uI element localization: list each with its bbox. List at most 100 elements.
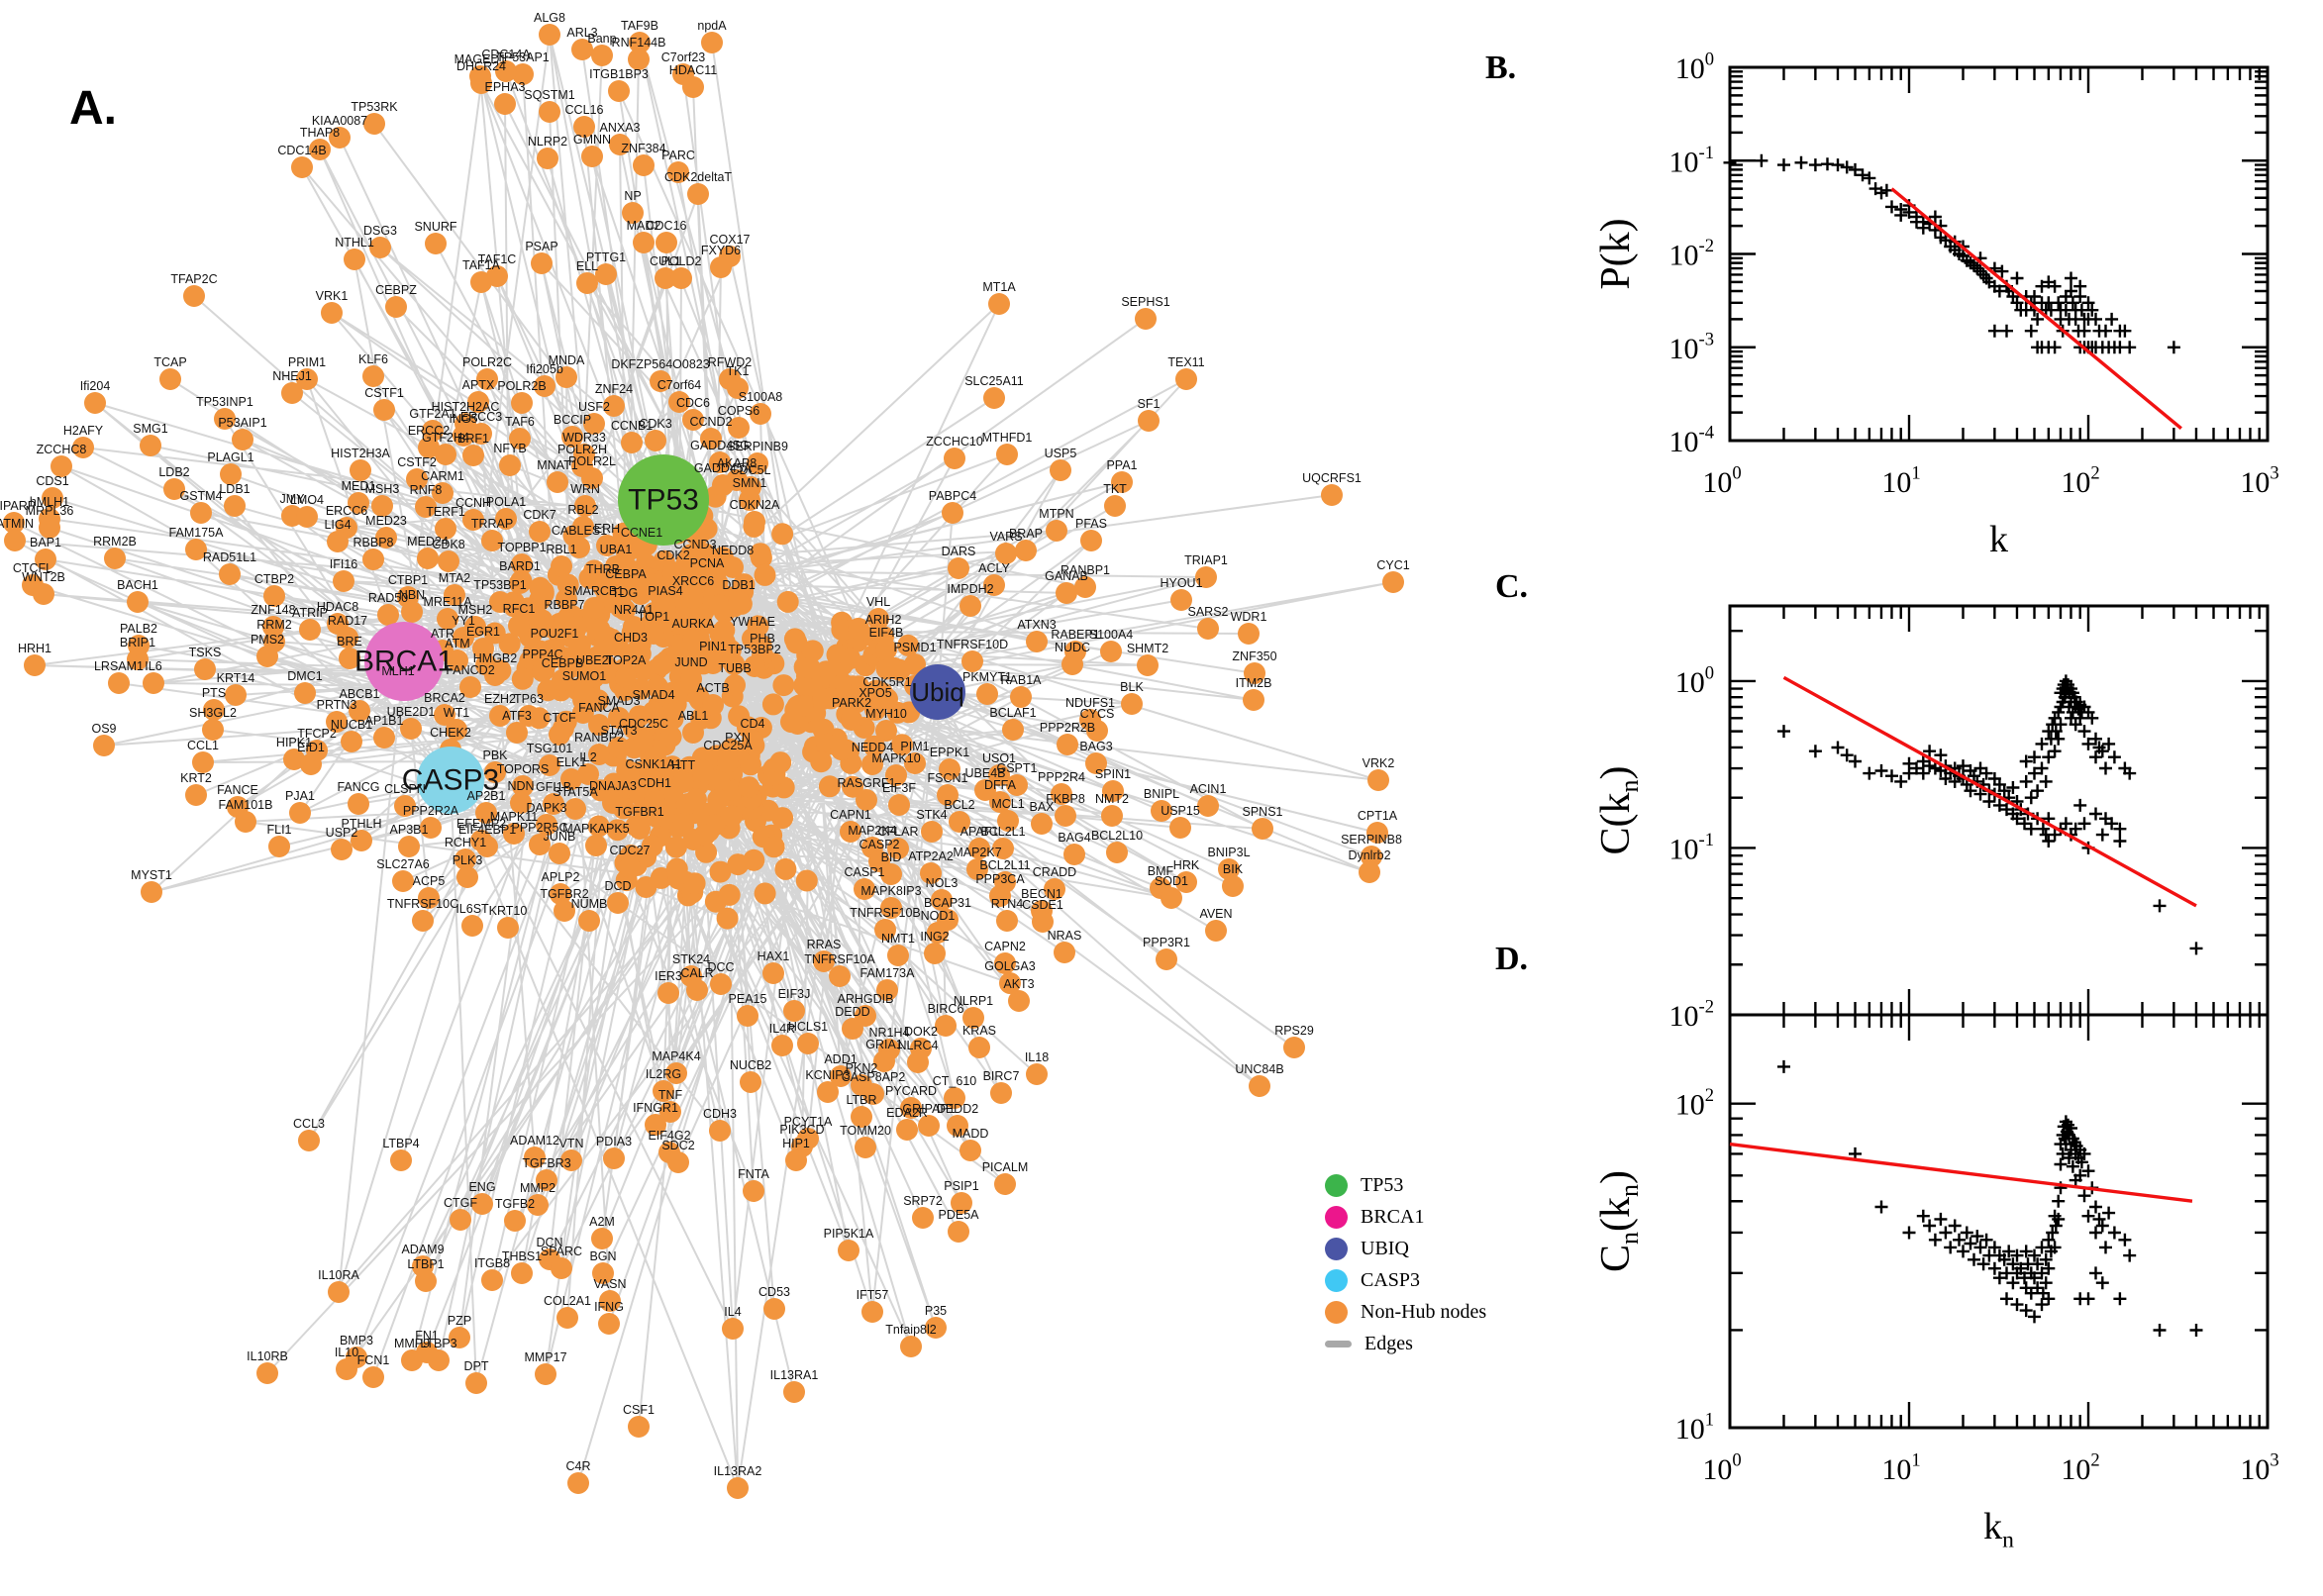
network-node[interactable] [682, 722, 704, 744]
network-node[interactable] [841, 709, 862, 731]
network-node[interactable] [1382, 571, 1404, 593]
network-node[interactable] [446, 719, 467, 741]
network-node[interactable] [517, 597, 539, 620]
network-node[interactable] [948, 1221, 969, 1243]
network-node[interactable] [653, 1080, 674, 1102]
network-node[interactable] [587, 815, 610, 838]
network-node[interactable] [680, 668, 702, 690]
network-node[interactable] [662, 561, 684, 583]
network-node[interactable] [786, 695, 809, 718]
network-node[interactable] [511, 667, 534, 690]
network-node[interactable] [581, 146, 603, 167]
network-node[interactable] [256, 1362, 278, 1384]
network-node[interactable] [185, 784, 207, 806]
network-node[interactable] [744, 511, 765, 533]
network-node[interactable] [1175, 871, 1197, 893]
network-node[interactable] [990, 1082, 1012, 1104]
network-node[interactable] [1243, 689, 1264, 711]
network-node[interactable] [783, 628, 806, 650]
network-node[interactable] [571, 39, 593, 60]
network-node[interactable] [1044, 878, 1065, 900]
network-node[interactable] [128, 635, 150, 656]
network-node[interactable] [333, 570, 354, 592]
network-node[interactable] [633, 232, 655, 253]
network-node[interactable] [842, 775, 864, 798]
network-node[interactable] [348, 793, 369, 815]
network-node[interactable] [373, 727, 395, 748]
network-node[interactable] [708, 594, 731, 617]
network-node[interactable] [568, 634, 591, 656]
network-node[interactable] [484, 761, 506, 783]
network-node[interactable] [810, 750, 833, 773]
network-node[interactable] [289, 802, 311, 824]
network-node[interactable] [817, 1081, 839, 1103]
network-node[interactable] [605, 555, 627, 577]
network-node[interactable] [643, 701, 664, 723]
network-node[interactable] [702, 694, 724, 716]
network-node[interactable] [467, 391, 489, 413]
network-node[interactable] [329, 127, 351, 149]
network-node[interactable] [629, 818, 651, 840]
network-node[interactable] [1056, 582, 1077, 604]
network-node[interactable] [728, 591, 750, 613]
network-node[interactable] [591, 45, 613, 66]
network-node[interactable] [701, 32, 723, 53]
network-node[interactable] [470, 423, 492, 445]
network-node[interactable] [578, 910, 600, 932]
network-node[interactable] [1074, 576, 1096, 598]
network-node[interactable] [50, 455, 72, 477]
network-node[interactable] [459, 676, 481, 698]
network-node[interactable] [450, 1209, 471, 1231]
network-node[interactable] [659, 726, 682, 748]
network-node[interactable] [581, 467, 603, 489]
network-node[interactable] [702, 652, 724, 674]
network-node[interactable] [603, 1147, 625, 1169]
network-node[interactable] [801, 674, 824, 697]
network-node[interactable] [682, 409, 704, 431]
network-node[interactable] [543, 793, 564, 815]
network-node[interactable] [547, 471, 568, 493]
network-node[interactable] [716, 907, 739, 930]
network-node[interactable] [596, 535, 618, 556]
network-node[interactable] [481, 530, 503, 551]
network-node[interactable] [1175, 368, 1197, 390]
network-node[interactable] [529, 834, 551, 855]
network-node[interactable] [842, 1018, 863, 1040]
network-node[interactable] [510, 792, 532, 814]
network-node[interactable] [645, 1114, 666, 1136]
network-node[interactable] [655, 597, 676, 619]
network-node[interactable] [976, 683, 998, 705]
network-node[interactable] [453, 627, 474, 648]
network-node[interactable] [1031, 813, 1053, 835]
network-node[interactable] [568, 537, 590, 558]
network-node[interactable] [1170, 589, 1192, 611]
network-node[interactable] [398, 836, 420, 857]
network-node[interactable] [1222, 875, 1244, 897]
network-node[interactable] [456, 866, 478, 888]
hub-node-casp3[interactable] [417, 747, 484, 814]
network-node[interactable] [848, 617, 869, 640]
network-node[interactable] [968, 1037, 990, 1058]
network-node[interactable] [664, 836, 687, 858]
network-node[interactable] [682, 630, 704, 651]
network-node[interactable] [471, 1193, 493, 1215]
network-node[interactable] [560, 1149, 582, 1171]
network-node[interactable] [418, 437, 440, 458]
network-node[interactable] [608, 707, 630, 729]
network-node[interactable] [897, 634, 920, 656]
network-node[interactable] [577, 763, 599, 785]
network-node[interactable] [385, 296, 407, 318]
network-node[interactable] [444, 584, 465, 606]
network-node[interactable] [700, 428, 722, 449]
network-node[interactable] [483, 622, 506, 645]
network-node[interactable] [712, 474, 734, 496]
network-node[interactable] [960, 1140, 981, 1161]
network-node[interactable] [820, 687, 842, 710]
network-node[interactable] [567, 1472, 589, 1494]
network-node[interactable] [1135, 308, 1157, 330]
network-node[interactable] [918, 1115, 940, 1137]
network-node[interactable] [192, 751, 214, 773]
network-node[interactable] [931, 889, 953, 911]
network-node[interactable] [327, 531, 349, 552]
network-node[interactable] [449, 1327, 470, 1348]
